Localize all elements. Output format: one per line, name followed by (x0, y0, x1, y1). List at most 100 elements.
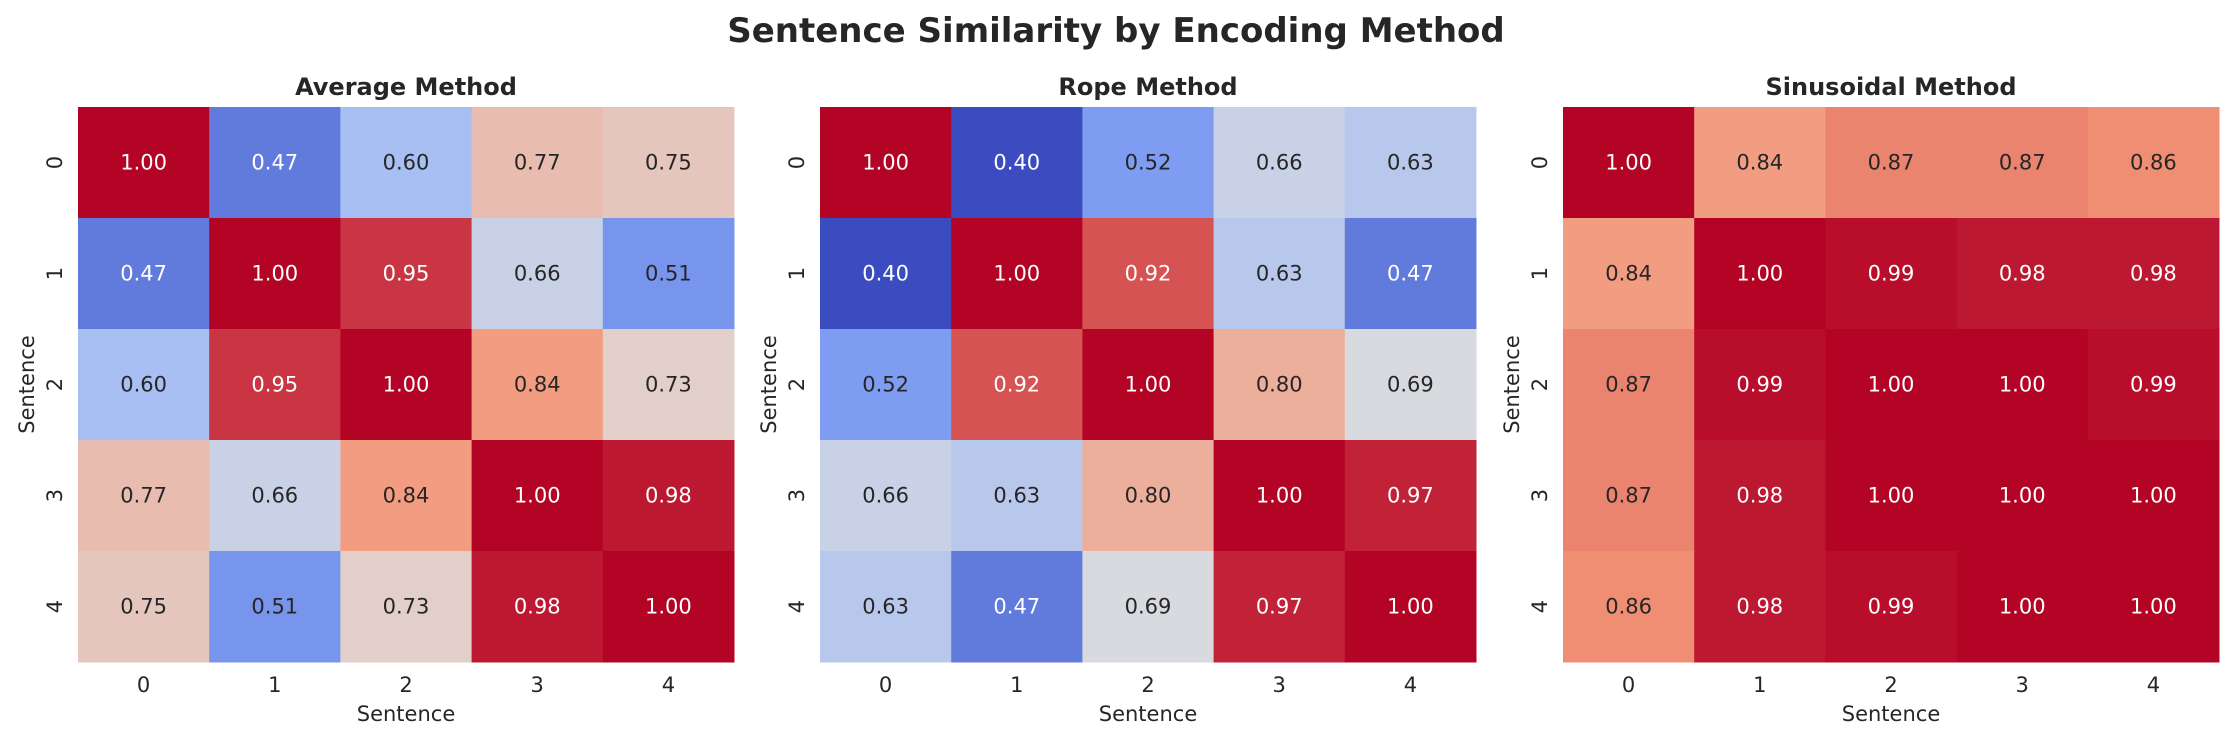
cell-value-label: 0.80 (1125, 484, 1172, 508)
heatmap-cell (1563, 329, 1695, 441)
cell-value-label: 0.84 (514, 373, 561, 397)
heatmap-cell (2087, 551, 2220, 663)
x-axis-label: Sentence (357, 702, 456, 726)
cell-value-label: 0.86 (2130, 151, 2177, 175)
heatmap-panel-0: Average Method 1.00 0.47 0.60 0.77 0.75 0.47 1.… (15, 73, 735, 726)
y-axis-label: Sentence (1500, 335, 1524, 434)
heatmap-cell (820, 107, 952, 219)
heatmap-cell (1344, 218, 1477, 330)
heatmap-cell (1956, 218, 2089, 330)
heatmap-cell (78, 218, 210, 330)
heatmap-cell (602, 440, 735, 552)
heatmap-cell (1825, 107, 1958, 219)
x-tick-label: 3 (531, 673, 544, 697)
panel-title: Average Method (295, 73, 517, 101)
heatmap-cell (209, 551, 341, 663)
y-tick-label: 2 (43, 378, 67, 391)
cell-value-label: 0.97 (1256, 595, 1303, 619)
heatmap-cell (1563, 107, 1695, 219)
cell-value-label: 0.92 (993, 373, 1040, 397)
cell-value-label: 1.00 (645, 595, 692, 619)
cell-value-label: 0.47 (1387, 262, 1434, 286)
cell-value-label: 1.00 (1736, 262, 1783, 286)
heatmap-cell (1082, 551, 1215, 663)
heatmap-cell (471, 551, 604, 663)
x-tick-label: 2 (1884, 673, 1897, 697)
cell-value-label: 0.69 (1387, 373, 1434, 397)
heatmap-cell (2087, 329, 2220, 441)
heatmap-cell (471, 218, 604, 330)
y-tick-label: 0 (785, 156, 809, 169)
cell-value-label: 0.98 (645, 484, 692, 508)
heatmap-cell (951, 218, 1083, 330)
y-tick-label: 3 (1528, 489, 1552, 502)
heatmap-cell (1694, 218, 1826, 330)
y-tick-label: 1 (785, 267, 809, 280)
cell-value-label: 0.98 (514, 595, 561, 619)
cell-value-label: 0.51 (645, 262, 692, 286)
heatmap-cell (209, 107, 341, 219)
y-tick-label: 3 (43, 489, 67, 502)
cell-value-label: 1.00 (1999, 595, 2046, 619)
cell-value-label: 0.47 (993, 595, 1040, 619)
cell-value-label: 1.00 (1125, 373, 1172, 397)
x-tick-label: 4 (2147, 673, 2160, 697)
heatmap-cell (1082, 440, 1215, 552)
x-tick-label: 1 (1010, 673, 1023, 697)
panel-title: Rope Method (1058, 73, 1237, 101)
heatmap-cell (1563, 551, 1695, 663)
heatmap-cell (78, 440, 210, 552)
heatmap-cell (78, 329, 210, 441)
cell-value-label: 0.63 (862, 595, 909, 619)
cell-value-label: 1.00 (514, 484, 561, 508)
cell-value-label: 1.00 (1256, 484, 1303, 508)
heatmap-cell (1694, 329, 1826, 441)
panel-title: Sinusoidal Method (1765, 73, 2016, 101)
cell-value-label: 1.00 (993, 262, 1040, 286)
cell-value-label: 0.75 (645, 151, 692, 175)
heatmap-cell (2087, 107, 2220, 219)
cell-value-label: 0.99 (1868, 262, 1915, 286)
cell-value-label: 0.60 (120, 373, 167, 397)
heatmap-cell (471, 107, 604, 219)
cell-value-label: 0.99 (2130, 373, 2177, 397)
heatmap-cell (1213, 329, 1346, 441)
heatmap-cell (1956, 329, 2089, 441)
heatmap-cell (820, 218, 952, 330)
heatmap-cell (471, 329, 604, 441)
cell-value-label: 0.99 (1736, 373, 1783, 397)
heatmap-cell (209, 218, 341, 330)
cell-value-label: 1.00 (2130, 484, 2177, 508)
cell-value-label: 1.00 (2130, 595, 2177, 619)
cell-value-label: 1.00 (862, 151, 909, 175)
heatmap-cell (1213, 107, 1346, 219)
y-tick-label: 1 (1528, 267, 1552, 280)
heatmap-cell (209, 440, 341, 552)
heatmap-cell (340, 107, 473, 219)
cell-value-label: 0.98 (2130, 262, 2177, 286)
cell-value-label: 0.84 (383, 484, 430, 508)
heatmap-cell (602, 329, 735, 441)
cell-value-label: 1.00 (1605, 151, 1652, 175)
cell-value-label: 1.00 (1868, 373, 1915, 397)
y-tick-label: 2 (1528, 378, 1552, 391)
heatmap-cell (602, 218, 735, 330)
heatmap-cell (820, 440, 952, 552)
cell-value-label: 0.51 (251, 595, 298, 619)
cell-value-label: 1.00 (1999, 484, 2046, 508)
cell-value-label: 0.66 (1256, 151, 1303, 175)
heatmap-cell (78, 107, 210, 219)
figure-title: Sentence Similarity by Encoding Method (727, 11, 1505, 51)
x-tick-label: 0 (1622, 673, 1635, 697)
cell-value-label: 0.75 (120, 595, 167, 619)
heatmap-cell (1956, 107, 2089, 219)
heatmap-cell (78, 551, 210, 663)
cell-value-label: 0.98 (1736, 595, 1783, 619)
y-tick-label: 4 (785, 600, 809, 613)
x-tick-label: 4 (662, 673, 675, 697)
x-tick-label: 2 (399, 673, 412, 697)
heatmap-cell (1694, 440, 1826, 552)
cell-value-label: 1.00 (251, 262, 298, 286)
cell-value-label: 0.99 (1868, 595, 1915, 619)
x-axis-label: Sentence (1099, 702, 1198, 726)
